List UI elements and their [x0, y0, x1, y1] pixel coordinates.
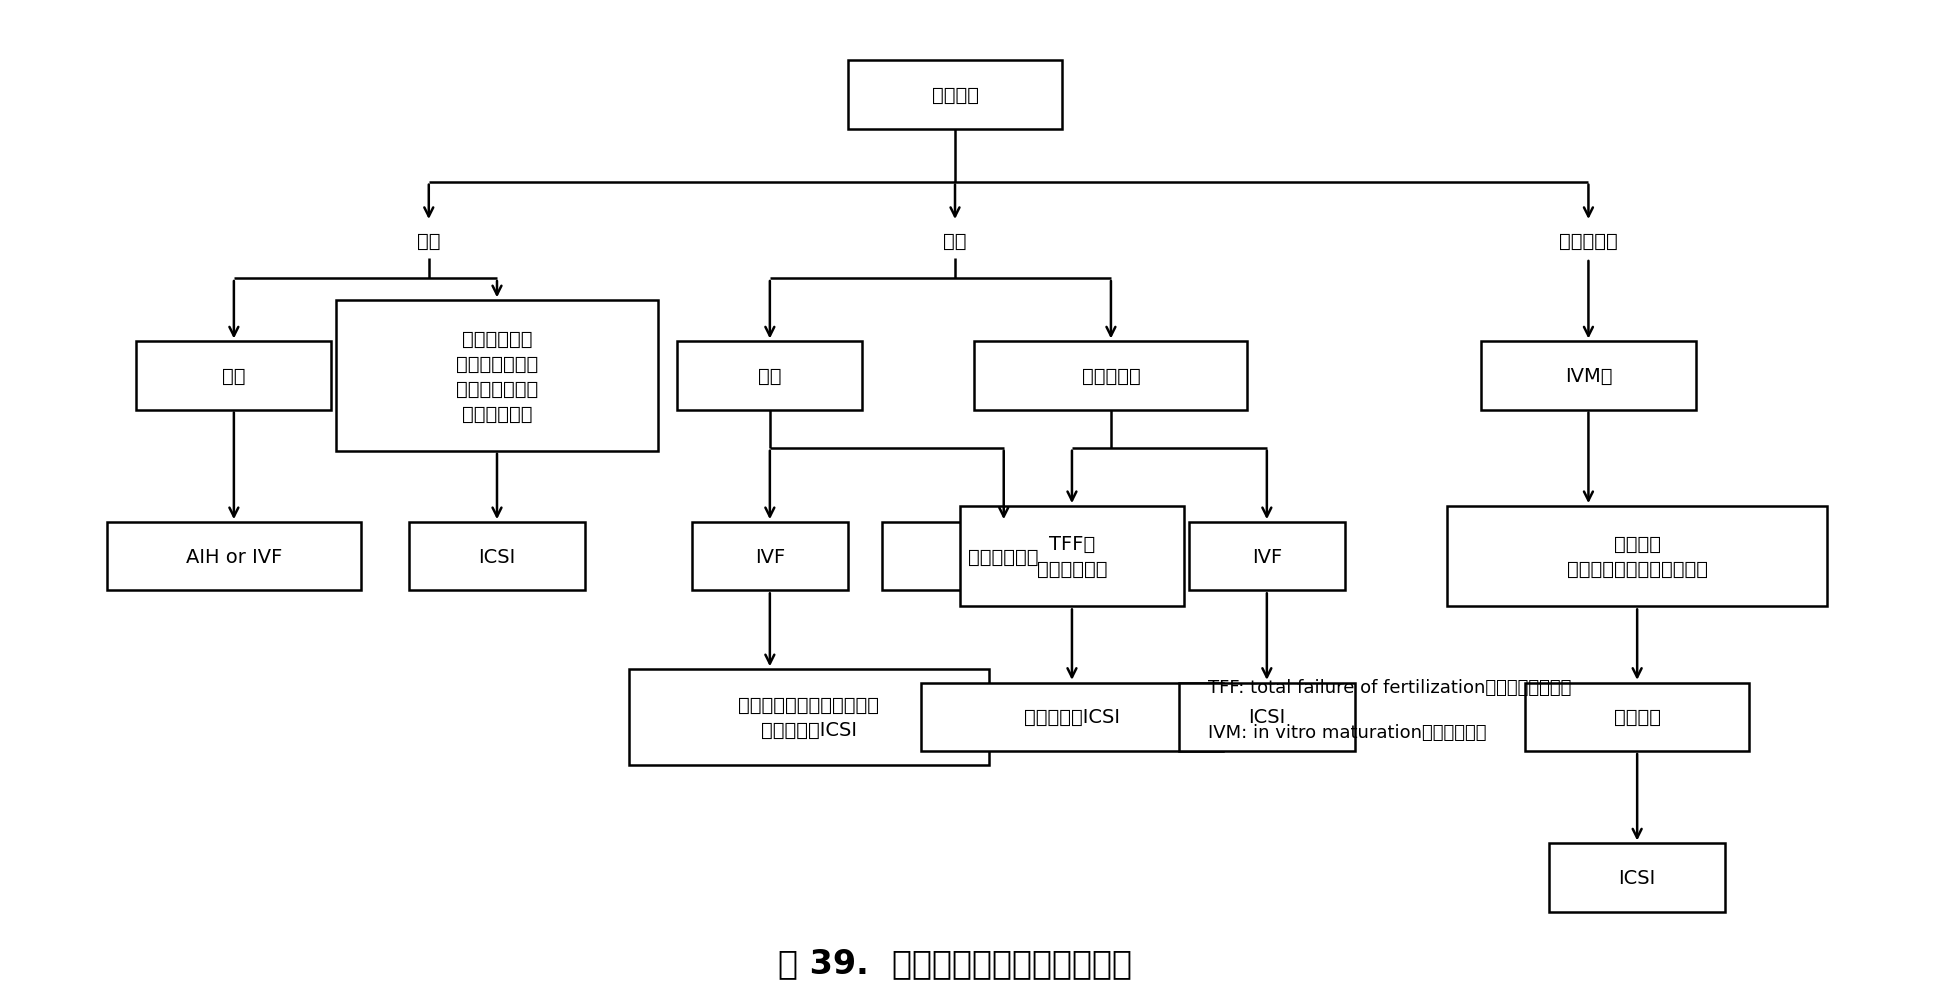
- Bar: [1549, 844, 1724, 912]
- Text: 凍結精子
（精子解凍後所見不良例）: 凍結精子 （精子解凍後所見不良例）: [1566, 535, 1706, 579]
- Text: ICSI: ICSI: [1617, 869, 1656, 887]
- Text: TFF: total failure of fertilization（完全受精障害）: TFF: total failure of fertilization（完全受精…: [1208, 678, 1570, 696]
- Bar: [921, 683, 1223, 751]
- Text: ICSI: ICSI: [1247, 708, 1286, 726]
- Text: あり／なし: あり／なし: [1558, 232, 1617, 250]
- Text: スプリット法: スプリット法: [968, 548, 1038, 566]
- Bar: [1188, 523, 1344, 591]
- Text: （受精非成立卵に対して）
レスキューICSI: （受精非成立卵に対して） レスキューICSI: [738, 695, 879, 739]
- Text: ICSI: ICSI: [477, 548, 516, 566]
- Text: IVF: IVF: [754, 548, 785, 566]
- Bar: [960, 507, 1184, 607]
- Bar: [1523, 683, 1749, 751]
- Text: レスキューICSI: レスキューICSI: [1023, 708, 1120, 726]
- Bar: [335, 301, 658, 451]
- Bar: [136, 342, 331, 410]
- Text: 軽度: 軽度: [222, 367, 245, 385]
- Bar: [1480, 342, 1695, 410]
- Bar: [847, 61, 1062, 129]
- Bar: [409, 523, 584, 591]
- Text: ２回目以降: ２回目以降: [1081, 367, 1140, 385]
- Text: 凍結卵子: 凍結卵子: [1613, 708, 1660, 726]
- Text: 重度乏精子症
重度精子無力症
重度奇形精子症
精巣精子など: 重度乏精子症 重度精子無力症 重度奇形精子症 精巣精子など: [456, 329, 538, 423]
- Text: IVM: in vitro maturation（体外成熟）: IVM: in vitro maturation（体外成熟）: [1208, 723, 1486, 741]
- Text: なし: なし: [943, 232, 966, 250]
- Text: 図 39.  体外受精と顕微授精の選択: 図 39. 体外受精と顕微授精の選択: [777, 947, 1132, 979]
- Bar: [692, 523, 847, 591]
- Bar: [880, 523, 1126, 591]
- Text: AIH or IVF: AIH or IVF: [185, 548, 282, 566]
- Text: TFF／
低受精率既往: TFF／ 低受精率既往: [1036, 535, 1106, 579]
- Text: 男性因子: 男性因子: [931, 86, 978, 104]
- Bar: [1445, 507, 1827, 607]
- Bar: [107, 523, 360, 591]
- Bar: [974, 342, 1247, 410]
- Text: あり: あり: [417, 232, 440, 250]
- Text: 初回: 初回: [758, 367, 781, 385]
- Bar: [678, 342, 861, 410]
- Text: IVF: IVF: [1251, 548, 1282, 566]
- Bar: [627, 670, 990, 764]
- Text: IVM卵: IVM卵: [1564, 367, 1611, 385]
- Bar: [1179, 683, 1354, 751]
